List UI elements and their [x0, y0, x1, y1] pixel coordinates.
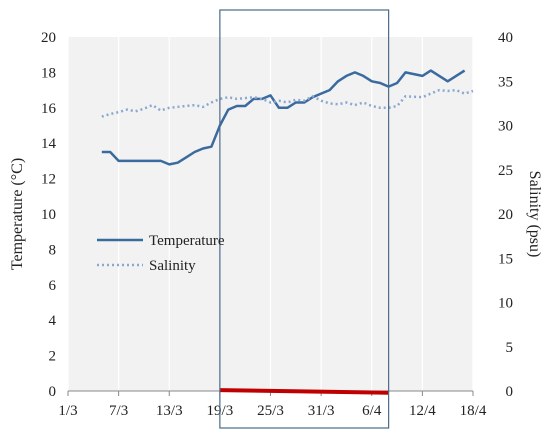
right-tick-label-6: 30 — [498, 119, 513, 135]
left-tick-label-2: 4 — [49, 313, 57, 329]
x-tick-label-1: 7/3 — [109, 403, 128, 419]
left-tick-label-10: 20 — [41, 30, 56, 46]
left-tick-label-5: 10 — [41, 207, 56, 223]
left-tick-label-4: 8 — [49, 242, 57, 258]
right-tick-labels: 0 5 10 15 20 25 30 35 40 — [498, 30, 513, 400]
left-tick-label-1: 2 — [49, 349, 57, 365]
right-tick-label-7: 35 — [498, 74, 513, 90]
left-axis-title: Temperature (°C) — [9, 158, 26, 270]
left-tick-label-0: 0 — [49, 384, 57, 400]
right-tick-label-3: 15 — [498, 251, 513, 267]
x-tick-labels: 1/3 7/3 13/3 19/3 25/3 31/3 6/4 12/4 18/4 — [58, 403, 486, 419]
legend: Temperature Salinity — [97, 233, 225, 274]
left-tick-label-6: 12 — [41, 172, 56, 188]
right-tick-label-2: 10 — [498, 296, 513, 312]
x-tick-label-2: 13/3 — [156, 403, 183, 419]
left-tick-label-9: 18 — [41, 65, 56, 81]
red-bar-annotation — [219, 388, 389, 395]
left-tick-label-3: 6 — [49, 278, 57, 294]
right-tick-label-8: 40 — [498, 30, 513, 46]
right-tick-label-4: 20 — [498, 207, 513, 223]
left-tick-label-8: 16 — [41, 101, 57, 117]
legend-temperature-label: Temperature — [149, 233, 225, 249]
series-line-temperature — [101, 69, 466, 166]
series-layer — [101, 69, 474, 166]
x-tick-label-4: 25/3 — [257, 403, 284, 419]
left-tick-label-7: 14 — [41, 136, 57, 152]
x-tick-label-8: 18/4 — [460, 403, 487, 419]
x-tick-label-5: 31/3 — [308, 403, 335, 419]
left-tick-labels: 0 2 4 6 8 10 12 14 16 18 20 — [41, 30, 57, 400]
right-tick-label-1: 5 — [506, 340, 514, 356]
highlight-box — [219, 9, 390, 429]
right-axis-title: Salinity (psu) — [526, 171, 543, 258]
legend-salinity-label: Salinity — [149, 258, 196, 274]
right-tick-label-0: 0 — [506, 384, 514, 400]
x-tick-label-7: 12/4 — [409, 403, 436, 419]
x-tick-label-6: 6/4 — [362, 403, 382, 419]
right-tick-label-5: 25 — [498, 163, 513, 179]
x-tick-label-0: 1/3 — [58, 403, 77, 419]
annotation-layer — [219, 9, 390, 429]
